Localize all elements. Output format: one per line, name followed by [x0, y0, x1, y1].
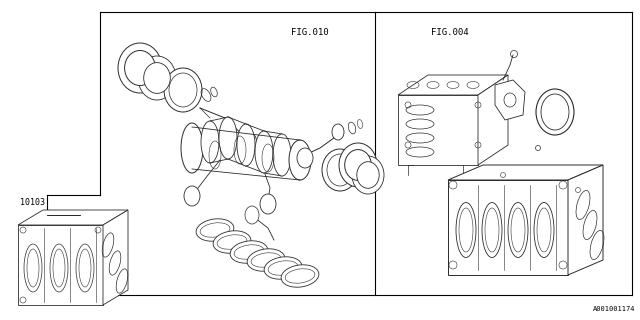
Polygon shape [448, 180, 568, 275]
Text: 10103: 10103 [20, 198, 45, 207]
Text: FIG.004: FIG.004 [431, 28, 469, 37]
Ellipse shape [213, 231, 251, 253]
Ellipse shape [345, 150, 371, 180]
Text: A001001174: A001001174 [593, 306, 635, 312]
Ellipse shape [322, 149, 358, 191]
Ellipse shape [184, 186, 200, 206]
Ellipse shape [260, 194, 276, 214]
Ellipse shape [230, 241, 268, 263]
Polygon shape [398, 75, 508, 95]
Ellipse shape [289, 140, 311, 180]
Polygon shape [448, 165, 603, 180]
Ellipse shape [138, 56, 176, 100]
Polygon shape [495, 80, 525, 120]
Ellipse shape [247, 249, 285, 271]
Ellipse shape [264, 257, 302, 279]
Ellipse shape [196, 219, 234, 241]
Ellipse shape [245, 206, 259, 224]
Ellipse shape [255, 131, 273, 173]
Polygon shape [568, 165, 603, 275]
Ellipse shape [357, 162, 380, 188]
Ellipse shape [339, 143, 377, 187]
Ellipse shape [125, 51, 156, 85]
Polygon shape [18, 225, 103, 305]
Ellipse shape [144, 63, 170, 93]
Ellipse shape [536, 89, 574, 135]
Ellipse shape [219, 117, 237, 159]
Ellipse shape [181, 123, 203, 173]
Ellipse shape [541, 94, 569, 130]
Ellipse shape [352, 156, 384, 194]
Polygon shape [18, 210, 128, 225]
Ellipse shape [281, 265, 319, 287]
Ellipse shape [297, 148, 313, 168]
Polygon shape [103, 210, 128, 305]
Ellipse shape [201, 121, 219, 163]
Ellipse shape [332, 124, 344, 140]
Ellipse shape [273, 134, 291, 176]
Ellipse shape [164, 68, 202, 112]
Ellipse shape [118, 43, 162, 93]
Text: FIG.010: FIG.010 [291, 28, 329, 37]
Ellipse shape [237, 124, 255, 166]
Polygon shape [398, 95, 478, 165]
Polygon shape [478, 75, 508, 165]
Ellipse shape [239, 132, 257, 154]
